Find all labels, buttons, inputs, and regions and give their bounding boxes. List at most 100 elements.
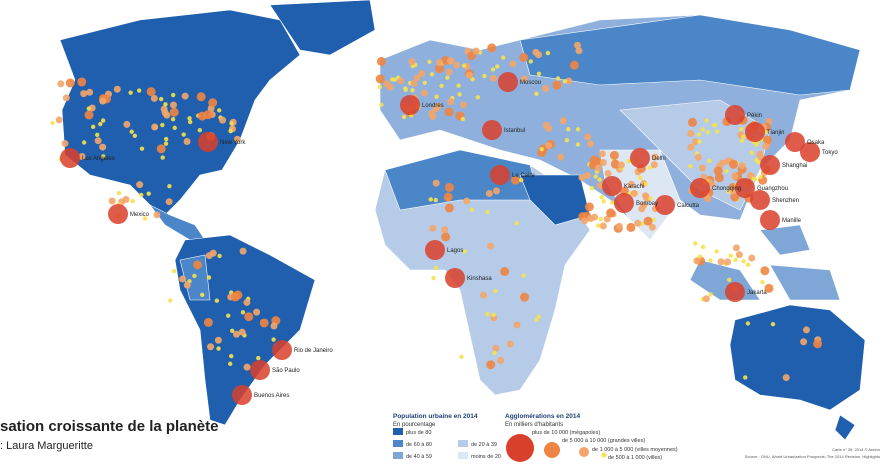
city-dot — [738, 126, 744, 132]
city-dot — [562, 79, 568, 84]
city-dot — [94, 137, 102, 145]
city-dot — [214, 298, 220, 303]
city-label: Osaka — [807, 140, 825, 146]
city-dot — [62, 94, 70, 102]
city-dot — [469, 207, 475, 212]
city-dot — [447, 98, 455, 106]
city-dot — [376, 56, 386, 66]
city-dot — [445, 68, 453, 76]
city-dot — [762, 142, 770, 150]
megacity — [725, 105, 745, 125]
city-dot — [444, 182, 454, 192]
city-label: Karachi — [624, 184, 644, 190]
city-dot — [741, 259, 746, 264]
city-dot — [129, 129, 134, 134]
city-dot — [536, 71, 542, 76]
city-dot — [214, 336, 222, 344]
city-dot — [754, 142, 759, 147]
city-dot — [485, 311, 490, 317]
city-dot — [534, 317, 539, 323]
city-dot — [537, 147, 547, 157]
city-dot — [78, 153, 86, 161]
city-dot — [485, 189, 493, 197]
city-dot — [751, 176, 756, 182]
legend-label: de 60 à 80 — [406, 442, 432, 448]
city-dot — [626, 222, 636, 232]
megacity — [760, 155, 780, 175]
city-dot — [163, 102, 168, 107]
city-dot — [599, 222, 607, 230]
legend-subtitle: En milliers d'habitants — [505, 422, 563, 428]
city-dot — [637, 175, 643, 181]
city-dot — [497, 356, 505, 364]
city-dot — [98, 121, 103, 127]
city-dot — [489, 74, 497, 82]
megacity — [445, 268, 465, 288]
city-dot — [428, 109, 436, 117]
city-dot — [193, 260, 203, 270]
city-label: Londres — [422, 103, 444, 109]
city-dot — [575, 47, 583, 55]
credit: Carte n° 35, 2014 © Areion — [832, 447, 880, 452]
city-dot — [698, 164, 706, 172]
city-dot — [627, 180, 635, 188]
city-dot — [226, 313, 231, 318]
city-dot — [565, 77, 573, 85]
megacity — [630, 148, 650, 168]
city-dot — [687, 143, 695, 151]
city-dot — [697, 139, 702, 144]
city-dot — [762, 135, 772, 145]
city-dot — [422, 80, 427, 86]
city-label: Shanghai — [782, 163, 807, 169]
city-dot — [687, 117, 697, 127]
city-dot — [802, 326, 810, 334]
city-dot — [542, 85, 550, 93]
city-dot — [545, 141, 553, 149]
city-dot — [460, 116, 466, 122]
legend-circle — [506, 434, 534, 462]
city-dot — [434, 94, 439, 99]
legend-label: de 500 à 1 000 (villes) — [608, 455, 662, 461]
city-dot — [735, 251, 743, 259]
city-dot — [444, 107, 454, 117]
legend-swatch — [393, 428, 403, 435]
city-dot — [513, 321, 521, 329]
city-dot — [738, 162, 746, 170]
city-dot — [233, 290, 243, 300]
city-dot — [578, 174, 586, 182]
city-dot — [229, 353, 234, 359]
city-dot — [485, 209, 490, 215]
city-dot — [687, 130, 695, 138]
city-dot — [216, 108, 222, 113]
megacity — [602, 176, 622, 196]
city-dot — [708, 292, 713, 297]
city-dot — [377, 84, 383, 90]
megacity — [272, 340, 292, 360]
legend-swatch — [393, 440, 403, 447]
city-dot — [397, 77, 405, 85]
city-dot — [256, 355, 261, 361]
city-dot — [203, 317, 213, 327]
city-dot — [552, 80, 562, 90]
city-dot — [728, 253, 734, 258]
city-dot — [99, 97, 107, 105]
city-dot — [192, 273, 197, 279]
city-dot — [167, 183, 172, 189]
city-dot — [271, 337, 276, 342]
legend-circle — [579, 447, 589, 457]
city-dot — [693, 241, 698, 246]
city-dot — [435, 64, 445, 74]
city-dot — [782, 374, 790, 382]
city-dot — [534, 91, 539, 97]
city-dot — [589, 185, 595, 191]
city-dot — [601, 199, 606, 204]
city-dot — [229, 328, 235, 333]
megacity — [614, 193, 634, 213]
map-title: sation croissante de la planète — [0, 418, 218, 435]
city-dot — [410, 79, 418, 87]
city-dot — [575, 127, 581, 132]
city-dot — [150, 94, 158, 102]
megacity — [655, 195, 675, 215]
city-dot — [200, 292, 205, 298]
